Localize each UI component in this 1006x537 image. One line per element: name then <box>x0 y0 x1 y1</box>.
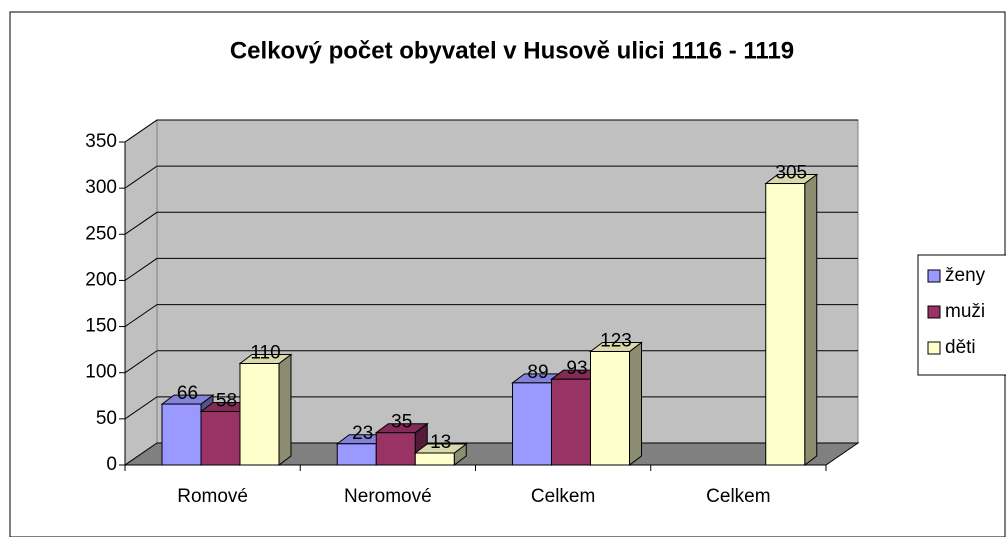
grid-line <box>124 119 858 143</box>
bar <box>765 183 806 466</box>
bar <box>200 410 241 466</box>
value-label: 305 <box>775 163 807 184</box>
grid-line <box>124 211 858 235</box>
bar-side <box>278 353 292 466</box>
grid-line <box>124 257 858 281</box>
legend-label: děti <box>945 337 976 358</box>
value-label: 110 <box>250 343 280 364</box>
y-tick-label: 250 <box>85 223 117 244</box>
bar <box>375 432 416 466</box>
side-wall <box>124 119 158 466</box>
y-tick-label: 50 <box>96 408 117 429</box>
bar-side <box>804 173 818 466</box>
bar <box>414 452 455 466</box>
bar <box>590 350 630 466</box>
y-tick-label: 0 <box>106 454 117 475</box>
value-label: 66 <box>177 383 198 404</box>
x-tick-label: Romové <box>177 486 248 507</box>
x-tick-label: Neromové <box>344 486 432 507</box>
y-tick-label: 150 <box>85 316 117 337</box>
grid-line <box>124 304 858 327</box>
y-tick-label: 200 <box>85 269 117 290</box>
x-tick-label: Celkem <box>531 486 595 507</box>
x-tick-label: Celkem <box>706 486 770 507</box>
legend-swatch <box>927 341 941 355</box>
y-tick-label: 300 <box>85 177 117 198</box>
bar-side <box>629 341 642 466</box>
legend-label: ženy <box>945 265 986 286</box>
legend-swatch <box>927 305 941 319</box>
value-label: 123 <box>600 331 632 352</box>
bar <box>161 403 202 466</box>
value-label: 35 <box>391 412 412 433</box>
legend-label: muži <box>945 301 985 322</box>
value-label: 93 <box>566 358 587 379</box>
bar <box>336 443 377 466</box>
bar <box>551 378 591 466</box>
legend-swatch <box>927 269 941 283</box>
bar <box>512 382 552 466</box>
value-label: 58 <box>216 390 237 411</box>
value-label: 23 <box>352 423 373 444</box>
y-tick-label: 350 <box>85 131 117 152</box>
chart-title: Celkový počet obyvatel v Husově ulici 11… <box>230 37 794 64</box>
grid-line <box>124 165 858 189</box>
value-label: 13 <box>430 432 451 453</box>
value-label: 89 <box>527 362 548 383</box>
bar <box>239 362 280 466</box>
y-tick-label: 100 <box>85 362 117 383</box>
